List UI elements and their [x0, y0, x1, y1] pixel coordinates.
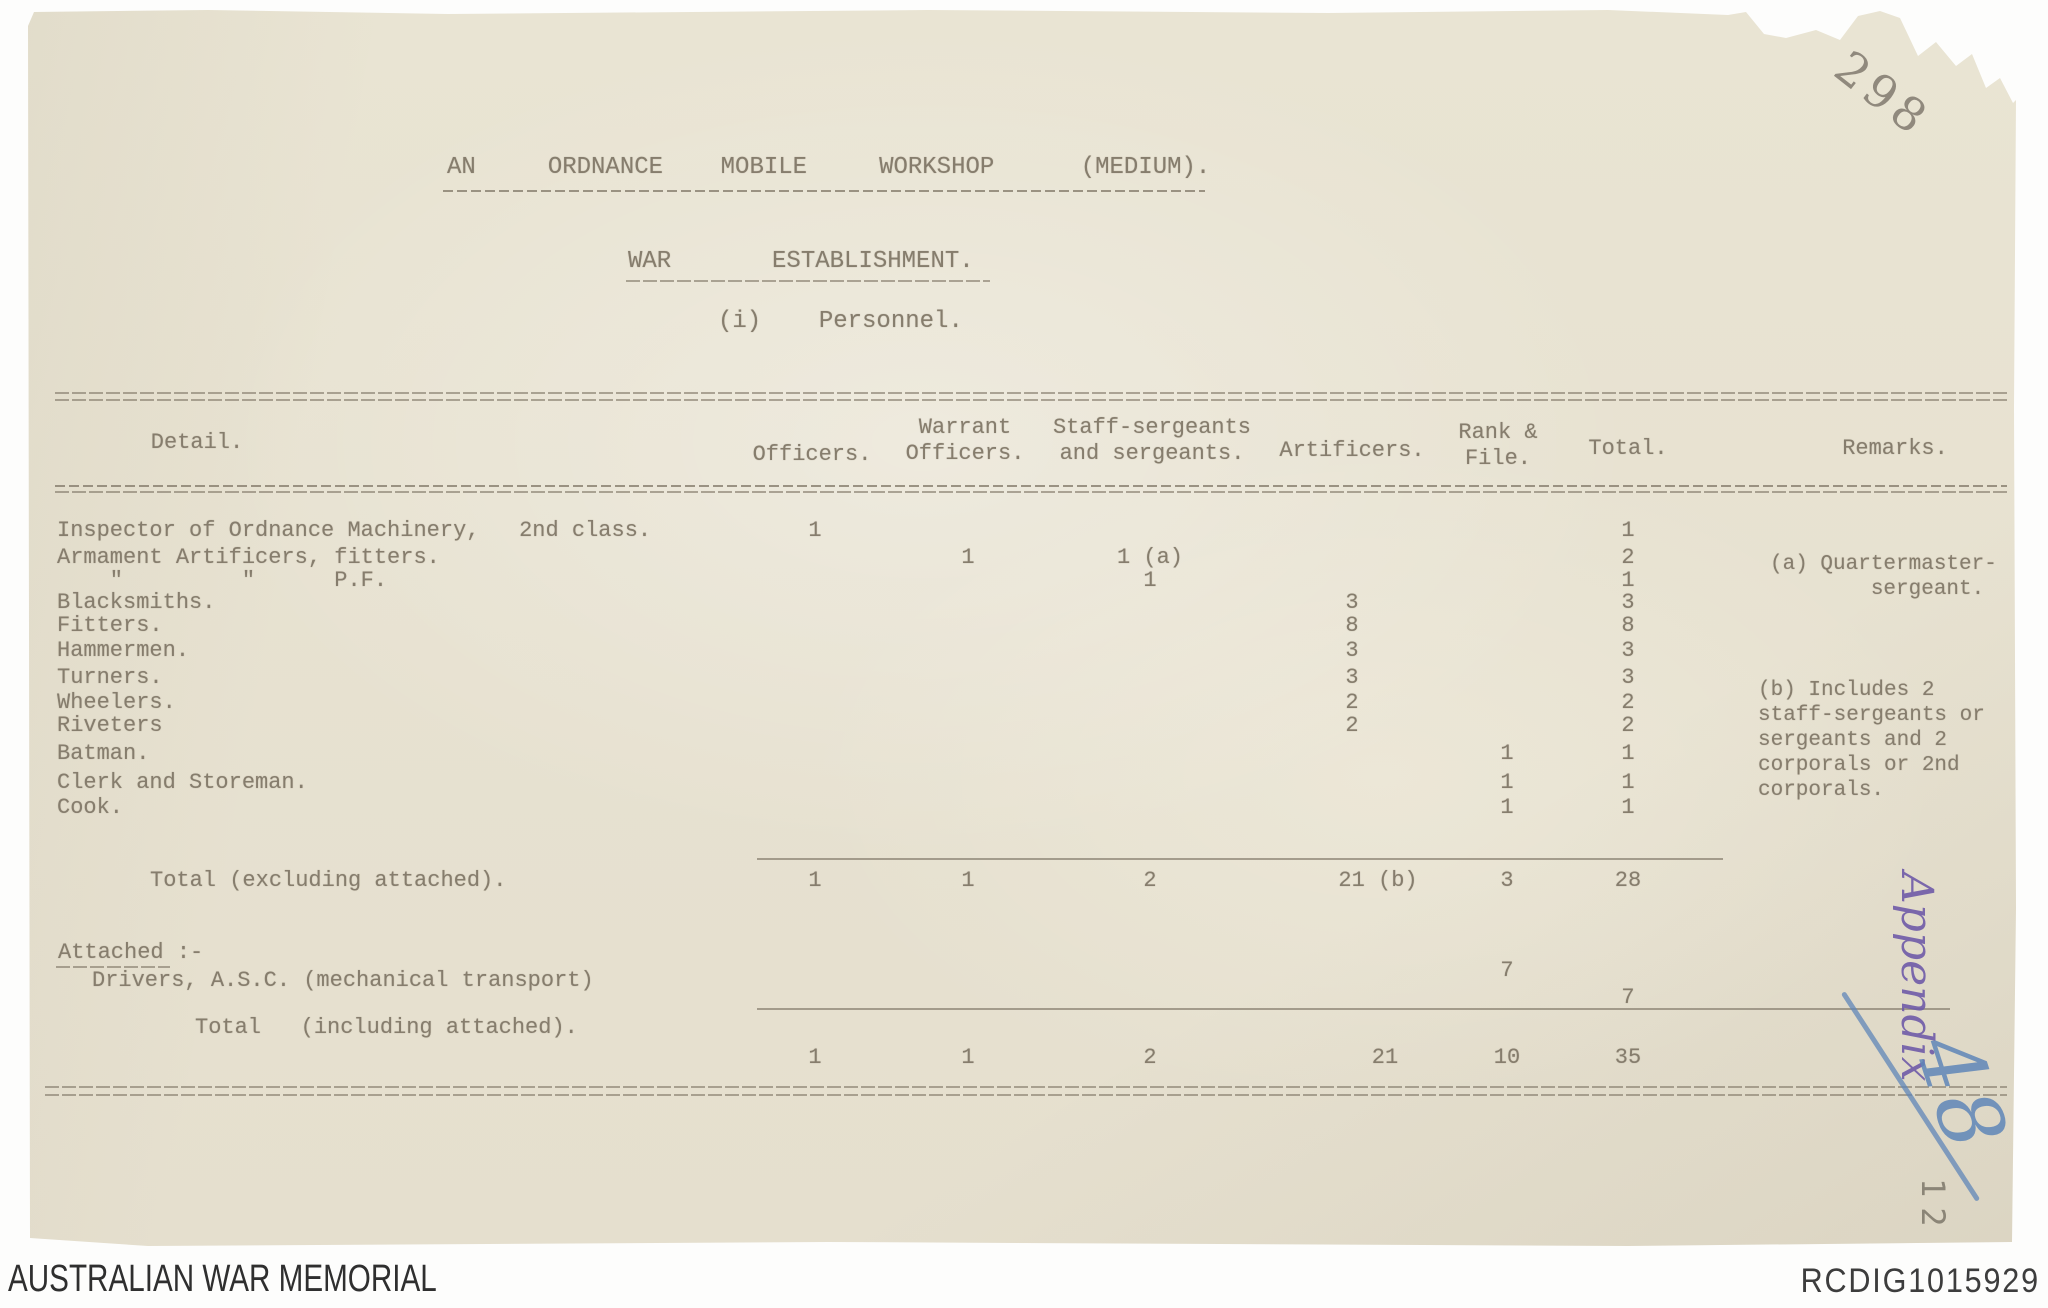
side-page-number: 12	[1914, 1178, 1952, 1237]
table-row: Armament Artificers, fitters. 1 1 (a) 2	[0, 545, 2048, 571]
row-detail: Armament Artificers, fitters.	[57, 545, 440, 570]
table-row: Blacksmiths. 3 3	[0, 590, 2048, 616]
total-including-row-staff: 2	[1143, 1045, 1157, 1070]
total-including-row: Total (including attached). 1 1 2 21 10 35	[0, 0, 2048, 1070]
column-header-warrant-officers: Warrant Officers.	[905, 415, 1025, 466]
row-detail: " " P.F.	[57, 568, 388, 593]
subtitle-underline	[626, 280, 990, 282]
total-excluding-row-warrant: 1	[961, 868, 975, 893]
table-bottom-rule-2	[45, 1094, 2007, 1096]
table-top-rule-1	[55, 392, 2007, 394]
attached-rule-bottom	[757, 1008, 1950, 1010]
document-subtitle: WAR ESTABLISHMENT.	[628, 248, 974, 275]
row-detail: Batman.	[57, 741, 150, 766]
table-row: Batman. 1 1	[0, 741, 2048, 767]
total-including-row-rank_file: 10	[1493, 1045, 1521, 1070]
total-excluding-row-label: Total (excluding attached).	[150, 868, 507, 893]
total-excluding-row-staff: 2	[1143, 868, 1157, 893]
row-detail: Hammermen.	[57, 638, 190, 663]
attached-heading: Attached :-	[58, 940, 204, 965]
row-rank_file: 1	[1500, 770, 1514, 795]
total-excluding-row-artificers: 21 (b)	[1338, 868, 1418, 893]
row-officers: 1	[808, 518, 822, 543]
table-row: Riveters 2 2	[0, 713, 2048, 739]
row-staff: 1 (a)	[1116, 545, 1184, 570]
header-bottom-rule-1	[55, 485, 2007, 487]
row-staff: 1	[1143, 568, 1157, 593]
row-artificers: 3	[1345, 590, 1359, 615]
total-excluding-row-rank_file: 3	[1500, 868, 1514, 893]
column-header-rank-and-file: Rank & File.	[1458, 420, 1538, 471]
row-detail: Clerk and Storeman.	[57, 770, 308, 795]
row-total: 1	[1621, 770, 1635, 795]
row-artificers: 8	[1345, 613, 1359, 638]
column-header-total: Total.	[1588, 436, 1668, 461]
totals-rule-top	[757, 858, 1723, 860]
attached-driver-row: Drivers, A.S.C. (mechanical transport) 7 7	[0, 0, 2048, 1010]
row-rank_file: 1	[1500, 795, 1514, 820]
row-total: 2	[1621, 545, 1635, 570]
table-row: " " P.F. 1 1	[0, 568, 2048, 594]
row-total: 1	[1621, 518, 1635, 543]
table-row: Wheelers. 2 2	[0, 690, 2048, 716]
attached-driver-row-rank_file: 7	[1500, 958, 1514, 983]
footer-reference-id: RCDIG1015929	[1800, 1262, 2040, 1300]
row-total: 3	[1621, 590, 1635, 615]
total-including-row-officers: 1	[808, 1045, 822, 1070]
row-detail: Wheelers.	[57, 690, 176, 715]
title-underline	[443, 190, 1205, 192]
column-header-officers: Officers.	[752, 442, 872, 467]
row-artificers: 3	[1345, 638, 1359, 663]
table-bottom-rule-1	[45, 1086, 2007, 1088]
remark-a: (a) Quartermaster- sergeant.	[1770, 553, 1997, 601]
total-including-row-label: Total (including attached).	[195, 1015, 578, 1040]
row-total: 3	[1621, 638, 1635, 663]
row-total: 2	[1621, 713, 1635, 738]
table-row: Clerk and Storeman. 1 1	[0, 770, 2048, 796]
row-detail: Cook.	[57, 795, 124, 820]
row-total: 8	[1621, 613, 1635, 638]
table-row: Cook. 1 1	[0, 795, 2048, 821]
footer-institution-label: AUSTRALIAN WAR MEMORIAL	[8, 1258, 437, 1300]
row-total: 2	[1621, 690, 1635, 715]
total-including-row-warrant: 1	[961, 1045, 975, 1070]
table-row: Turners. 3 3	[0, 665, 2048, 691]
table-row: Inspector of Ordnance Machinery, 2nd cla…	[0, 518, 2048, 544]
row-total: 1	[1621, 568, 1635, 593]
row-total: 1	[1621, 741, 1635, 766]
column-header-staff-sergeants: Staff-sergeants and sergeants.	[1052, 415, 1252, 466]
row-detail: Inspector of Ordnance Machinery, 2nd cla…	[57, 518, 652, 543]
attached-driver-row-label: Drivers, A.S.C. (mechanical transport)	[92, 968, 594, 993]
total-excluding-row-total: 28	[1614, 868, 1642, 893]
attached-underline	[56, 966, 170, 968]
row-detail: Blacksmiths.	[57, 590, 216, 615]
column-header-detail: Detail.	[150, 430, 244, 455]
row-warrant: 1	[961, 545, 975, 570]
total-including-row-artificers: 21	[1371, 1045, 1399, 1070]
header-bottom-rule-2	[55, 491, 2007, 493]
row-artificers: 2	[1345, 690, 1359, 715]
remark-b: (b) Includes 2 staff-sergeants or sergea…	[1758, 679, 1985, 802]
column-header-remarks: Remarks.	[1842, 436, 1948, 461]
row-rank_file: 1	[1500, 741, 1514, 766]
total-excluding-row-officers: 1	[808, 868, 822, 893]
row-total: 3	[1621, 665, 1635, 690]
column-header-artificers: Artificers.	[1279, 438, 1425, 463]
row-detail: Fitters.	[57, 613, 163, 638]
row-artificers: 3	[1345, 665, 1359, 690]
row-total: 1	[1621, 795, 1635, 820]
row-artificers: 2	[1345, 713, 1359, 738]
row-detail: Turners.	[57, 665, 163, 690]
attached-driver-row-total: 7	[1621, 985, 1635, 1010]
table-row: Hammermen. 3 3	[0, 638, 2048, 664]
table-row: Fitters. 8 8	[0, 613, 2048, 639]
document-title: AN ORDNANCE MOBILE WORKSHOP (MEDIUM).	[447, 154, 1211, 181]
total-excluding-row: Total (excluding attached). 1 1 2 21 (b) 3 28	[0, 0, 2048, 893]
paper-sheet	[28, 10, 2016, 1246]
table-top-rule-2	[55, 399, 2007, 401]
section-heading: (i) Personnel.	[718, 308, 963, 335]
total-including-row-total: 35	[1614, 1045, 1642, 1070]
row-detail: Riveters	[57, 713, 163, 738]
